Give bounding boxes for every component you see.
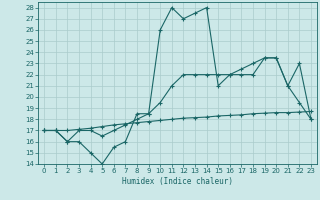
X-axis label: Humidex (Indice chaleur): Humidex (Indice chaleur) <box>122 177 233 186</box>
